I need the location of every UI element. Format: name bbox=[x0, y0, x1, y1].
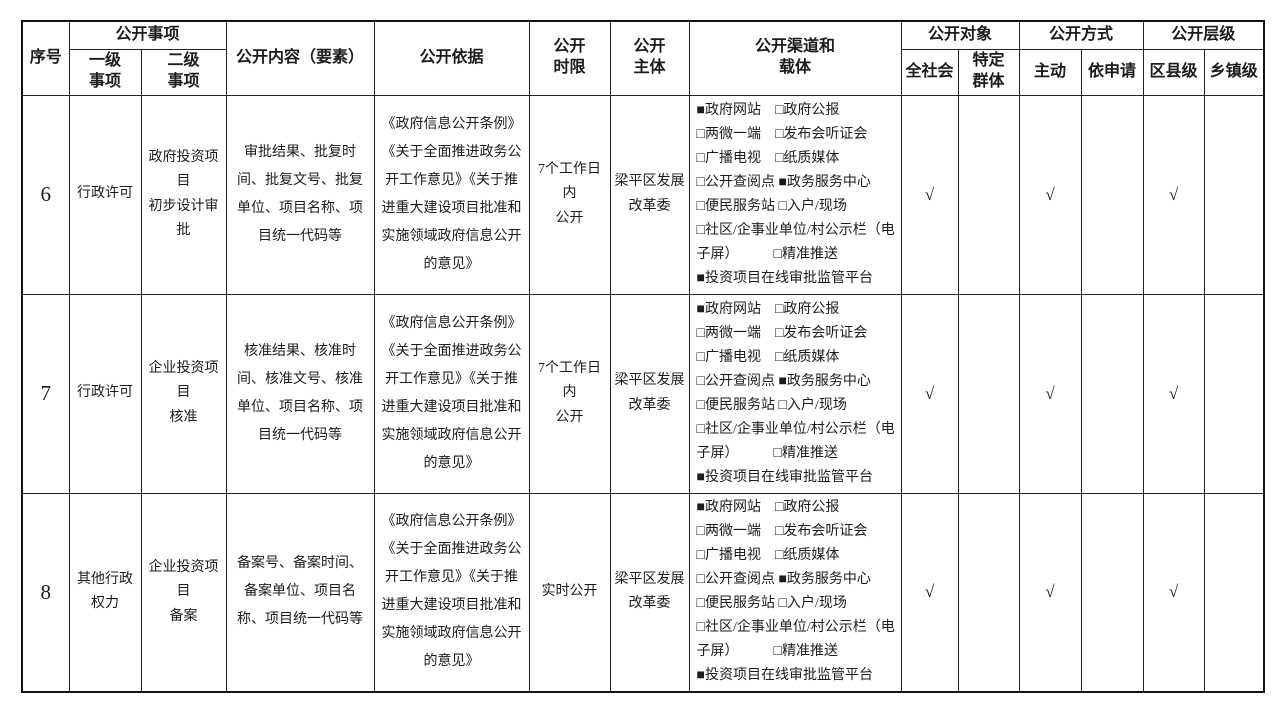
header-group-method: 公开方式 bbox=[1018, 20, 1144, 50]
table-row-8: 8 其他行政 权力 企业投资项目 备案 备案号、备案时间、备案单位、项目名称、项… bbox=[21, 492, 1265, 693]
cell-channels: ■政府网站 □政府公报 □两微一端 □发布会听证会 □广播电视 □纸质媒体 □公… bbox=[688, 293, 902, 494]
table-row-7: 7 行政许可 企业投资项目 核准 核准结果、核准时间、核准文号、核准单位、项目名… bbox=[21, 293, 1265, 494]
cell-method-proactive-check: √ bbox=[1018, 293, 1082, 494]
channel-line: □广播电视 □纸质媒体 bbox=[696, 150, 840, 166]
header-level2-item: 二级 事项 bbox=[140, 48, 227, 96]
header-channels: 公开渠道和 载体 bbox=[688, 20, 902, 96]
channel-line: □广播电视 □纸质媒体 bbox=[696, 349, 840, 365]
table-row-6: 6 行政许可 政府投资项目 初步设计审批 审批结果、批复时间、批复文号、批复单位… bbox=[21, 94, 1265, 295]
cell-subject: 梁平区发展 改革委 bbox=[609, 94, 690, 295]
channel-line: □公开查阅点 ■政务服务中心 bbox=[696, 572, 871, 588]
channel-line: 子屏） □精准推送 bbox=[696, 246, 838, 262]
cell-basis: 《政府信息公开条例》《关于全面推进政务公开工作意见》《关于推进重大建设项目批准和… bbox=[373, 492, 530, 693]
header-group-level: 公开层级 bbox=[1142, 20, 1265, 50]
cell-method-on-request-check bbox=[1080, 492, 1144, 693]
channel-line: □便民服务站 □入户/现场 bbox=[696, 397, 847, 413]
cell-audience-public-check: √ bbox=[900, 293, 959, 494]
channel-line: ■投资项目在线审批监管平台 bbox=[696, 270, 873, 286]
cell-content: 审批结果、批复时间、批复文号、批复单位、项目名称、项目统一代码等 bbox=[225, 94, 375, 295]
channel-line: ■投资项目在线审批监管平台 bbox=[696, 469, 873, 485]
cell-serial: 8 bbox=[21, 492, 70, 693]
cell-method-on-request-check bbox=[1080, 94, 1144, 295]
channel-line: □便民服务站 □入户/现场 bbox=[696, 198, 847, 214]
cell-serial: 6 bbox=[21, 94, 70, 295]
channel-line: ■政府网站 □政府公报 bbox=[696, 102, 840, 118]
header-time-limit: 公开 时限 bbox=[528, 20, 611, 96]
channel-line: 子屏） □精准推送 bbox=[696, 644, 838, 660]
cell-basis: 《政府信息公开条例》《关于全面推进政务公开工作意见》《关于推进重大建设项目批准和… bbox=[373, 293, 530, 494]
cell-level-district-check: √ bbox=[1142, 492, 1205, 693]
cell-audience-specific-check bbox=[957, 94, 1020, 295]
cell-audience-public-check: √ bbox=[900, 94, 959, 295]
header-group-matters: 公开事项 bbox=[68, 20, 227, 50]
header-serial: 序号 bbox=[21, 20, 70, 96]
cell-content: 备案号、备案时间、备案单位、项目名称、项目统一代码等 bbox=[225, 492, 375, 693]
header-subject: 公开 主体 bbox=[609, 20, 690, 96]
channel-line: □社区/企事业单位/村公示栏（电 bbox=[696, 620, 895, 636]
cell-level2: 企业投资项目 核准 bbox=[140, 293, 227, 494]
channel-line: □广播电视 □纸质媒体 bbox=[696, 548, 840, 564]
cell-method-on-request-check bbox=[1080, 293, 1144, 494]
cell-channels: ■政府网站 □政府公报 □两微一端 □发布会听证会 □广播电视 □纸质媒体 □公… bbox=[688, 492, 902, 693]
cell-serial: 7 bbox=[21, 293, 70, 494]
channel-line: □便民服务站 □入户/现场 bbox=[696, 596, 847, 612]
cell-channels: ■政府网站 □政府公报 □两微一端 □发布会听证会 □广播电视 □纸质媒体 □公… bbox=[688, 94, 902, 295]
document-page: 序号 公开事项 公开内容（要素） 公开依据 公开 时限 公开 主体 公开渠道和 … bbox=[21, 20, 1266, 693]
channel-line: ■政府网站 □政府公报 bbox=[696, 301, 840, 317]
channel-line: ■政府网站 □政府公报 bbox=[696, 500, 840, 516]
cell-level2: 政府投资项目 初步设计审批 bbox=[140, 94, 227, 295]
header-method-proactive: 主动 bbox=[1018, 48, 1082, 96]
cell-subject: 梁平区发展 改革委 bbox=[609, 293, 690, 494]
cell-subject: 梁平区发展 改革委 bbox=[609, 492, 690, 693]
cell-level1: 行政许可 bbox=[68, 293, 142, 494]
channel-line: 子屏） □精准推送 bbox=[696, 445, 838, 461]
cell-method-proactive-check: √ bbox=[1018, 94, 1082, 295]
channel-line: ■投资项目在线审批监管平台 bbox=[696, 668, 873, 684]
cell-audience-specific-check bbox=[957, 492, 1020, 693]
cell-audience-public-check: √ bbox=[900, 492, 959, 693]
cell-level-township-check bbox=[1203, 492, 1265, 693]
header-basis: 公开依据 bbox=[373, 20, 530, 96]
header-level-township: 乡镇级 bbox=[1203, 48, 1265, 96]
channel-line: □社区/企事业单位/村公示栏（电 bbox=[696, 421, 895, 437]
cell-level-township-check bbox=[1203, 293, 1265, 494]
channel-line: □两微一端 □发布会听证会 bbox=[696, 524, 868, 540]
header-content: 公开内容（要素） bbox=[225, 20, 375, 96]
channel-line: □两微一端 □发布会听证会 bbox=[696, 325, 868, 341]
channel-line: □社区/企事业单位/村公示栏（电 bbox=[696, 222, 895, 238]
cell-level-township-check bbox=[1203, 94, 1265, 295]
cell-time-limit: 7个工作日内 公开 bbox=[528, 293, 611, 494]
cell-content: 核准结果、核准时间、核准文号、核准单位、项目名称、项目统一代码等 bbox=[225, 293, 375, 494]
disclosure-items-table: 序号 公开事项 公开内容（要素） 公开依据 公开 时限 公开 主体 公开渠道和 … bbox=[21, 20, 1266, 693]
header-level-district: 区县级 bbox=[1142, 48, 1205, 96]
cell-time-limit: 实时公开 bbox=[528, 492, 611, 693]
header-level1-item: 一级 事项 bbox=[68, 48, 142, 96]
cell-level-district-check: √ bbox=[1142, 293, 1205, 494]
cell-level1: 其他行政 权力 bbox=[68, 492, 142, 693]
channel-line: □两微一端 □发布会听证会 bbox=[696, 126, 868, 142]
channel-line: □公开查阅点 ■政务服务中心 bbox=[696, 174, 871, 190]
cell-level-district-check: √ bbox=[1142, 94, 1205, 295]
header-method-on-request: 依申请 bbox=[1080, 48, 1144, 96]
channel-line: □公开查阅点 ■政务服务中心 bbox=[696, 373, 871, 389]
cell-time-limit: 7个工作日内 公开 bbox=[528, 94, 611, 295]
cell-basis: 《政府信息公开条例》《关于全面推进政务公开工作意见》《关于推进重大建设项目批准和… bbox=[373, 94, 530, 295]
cell-audience-specific-check bbox=[957, 293, 1020, 494]
cell-method-proactive-check: √ bbox=[1018, 492, 1082, 693]
header-group-audience: 公开对象 bbox=[900, 20, 1020, 50]
header-audience-specific: 特定 群体 bbox=[957, 48, 1020, 96]
cell-level1: 行政许可 bbox=[68, 94, 142, 295]
header-audience-public: 全社会 bbox=[900, 48, 959, 96]
cell-level2: 企业投资项目 备案 bbox=[140, 492, 227, 693]
